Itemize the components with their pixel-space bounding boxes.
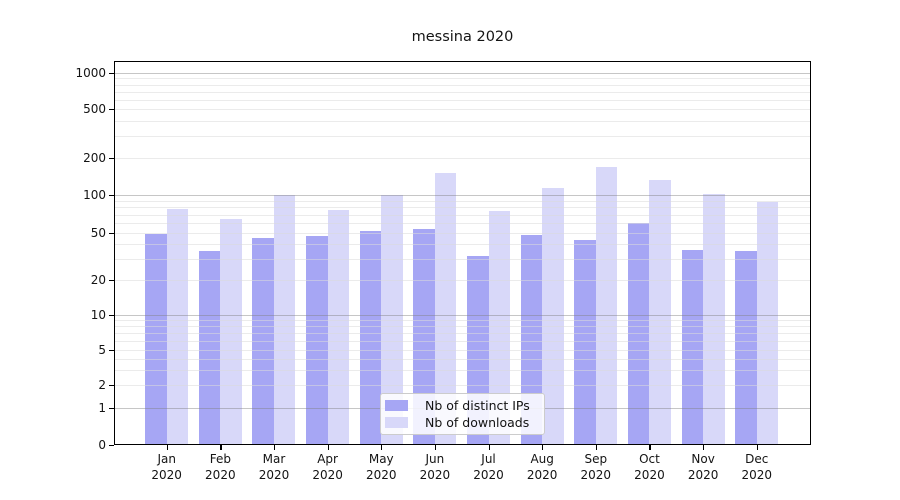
plot-area: Nb of distinct IPs Nb of downloads: [109, 61, 811, 450]
bar-distinct-ips-oct: [627, 223, 650, 445]
x-tick-label-mar: Mar 2020: [258, 452, 290, 482]
x-tick-mark-nov: [703, 445, 705, 450]
bar-distinct-ips-jan: [145, 234, 167, 445]
x-tick-label-jul: Jul 2020: [473, 452, 504, 482]
bar-downloads-jan: [166, 209, 189, 445]
x-tick-label-oct: Oct 2020: [634, 452, 665, 482]
y-tick-label-200: 200: [83, 151, 106, 165]
x-tick-mark-oct: [649, 445, 651, 450]
bar-distinct-ips-dec: [735, 251, 757, 445]
x-tick-label-jun: Jun 2020: [419, 452, 451, 482]
bar-downloads-aug: [542, 187, 564, 445]
x-tick-label-nov: Nov 2020: [687, 452, 719, 482]
x-tick-label-apr: Apr 2020: [312, 452, 343, 482]
y-tick-label-500: 500: [83, 102, 106, 116]
y-tick-mark-10: [109, 315, 114, 317]
x-tick-mark-dec: [756, 445, 758, 450]
y-tick-label-0: 0: [98, 438, 106, 452]
y-tick-mark-500: [109, 109, 114, 111]
x-tick-label-jan: Jan 2020: [151, 452, 182, 482]
x-tick-label-aug: Aug 2020: [526, 452, 558, 482]
legend-item-distinct-ips: Nb of distinct IPs: [385, 398, 538, 413]
y-tick-label-10: 10: [90, 308, 106, 322]
y-tick-mark-5: [109, 350, 114, 352]
bar-distinct-ips-sep: [574, 239, 596, 445]
y-tick-label-1000: 1000: [75, 66, 106, 80]
bar-distinct-ips-may: [359, 230, 382, 445]
x-tick-label-sep: Sep 2020: [580, 452, 612, 482]
gridline-200: [114, 158, 811, 159]
y-tick-label-2: 2: [98, 378, 106, 392]
x-tick-label-dec: Dec 2020: [741, 452, 772, 482]
y-tick-label-100: 100: [83, 188, 106, 202]
legend: Nb of distinct IPs Nb of downloads: [380, 393, 545, 435]
bar-distinct-ips-nov: [681, 249, 704, 445]
legend-swatch-distinct-ips: [385, 400, 408, 411]
bar-downloads-dec: [756, 202, 779, 445]
bar-downloads-apr: [327, 210, 350, 445]
y-tick-label-50: 50: [90, 226, 106, 240]
bar-downloads-jul: [488, 210, 511, 445]
y-tick-label-1: 1: [98, 401, 106, 415]
x-tick-mark-aug: [542, 445, 544, 450]
gridline-300: [114, 136, 811, 138]
y-tick-mark-2: [109, 385, 114, 387]
bar-distinct-ips-jun: [413, 228, 435, 445]
gridline-700: [114, 91, 811, 93]
x-tick-mark-sep: [595, 445, 597, 450]
legend-item-downloads: Nb of downloads: [385, 415, 538, 430]
bar-distinct-ips-aug: [520, 235, 543, 445]
gridline-500: [114, 109, 811, 110]
y-tick-label-20: 20: [90, 273, 106, 287]
y-tick-mark-200: [109, 158, 114, 160]
legend-swatch-downloads: [385, 417, 408, 428]
bar-distinct-ips-feb: [198, 251, 221, 445]
bar-distinct-ips-mar: [252, 238, 274, 445]
legend-label-downloads: Nb of downloads: [425, 415, 530, 430]
y-tick-mark-20: [109, 280, 114, 282]
y-tick-mark-100: [109, 195, 114, 197]
bar-downloads-feb: [220, 218, 242, 445]
gridline-800: [114, 84, 811, 86]
x-tick-mark-feb: [220, 445, 222, 450]
gridline-400: [114, 120, 811, 122]
x-tick-mark-jul: [488, 445, 490, 450]
x-tick-label-may: May 2020: [365, 452, 397, 482]
bar-distinct-ips-apr: [306, 236, 328, 445]
y-tick-mark-1: [109, 408, 114, 410]
x-tick-label-feb: Feb 2020: [205, 452, 236, 482]
y-tick-label-5: 5: [98, 343, 106, 357]
bar-downloads-sep: [595, 166, 618, 445]
x-tick-mark-may: [381, 445, 383, 450]
bar-downloads-jun: [434, 173, 457, 445]
legend-label-distinct-ips: Nb of distinct IPs: [425, 398, 530, 413]
gridline-1000: [114, 73, 811, 74]
y-tick-mark-50: [109, 233, 114, 235]
x-tick-mark-apr: [327, 445, 329, 450]
bar-downloads-mar: [273, 195, 296, 445]
gridline-900: [114, 78, 811, 80]
bar-downloads-oct: [649, 180, 671, 445]
x-tick-mark-jun: [434, 445, 437, 450]
y-tick-mark-0: [109, 445, 114, 447]
chart-title: messina 2020: [411, 29, 514, 45]
gridline-600: [114, 99, 811, 101]
bar-downloads-nov: [703, 193, 725, 445]
x-tick-mark-mar: [273, 445, 276, 450]
y-tick-mark-1000: [109, 73, 114, 75]
bar-downloads-may: [381, 195, 403, 445]
x-tick-mark-jan: [166, 445, 168, 450]
